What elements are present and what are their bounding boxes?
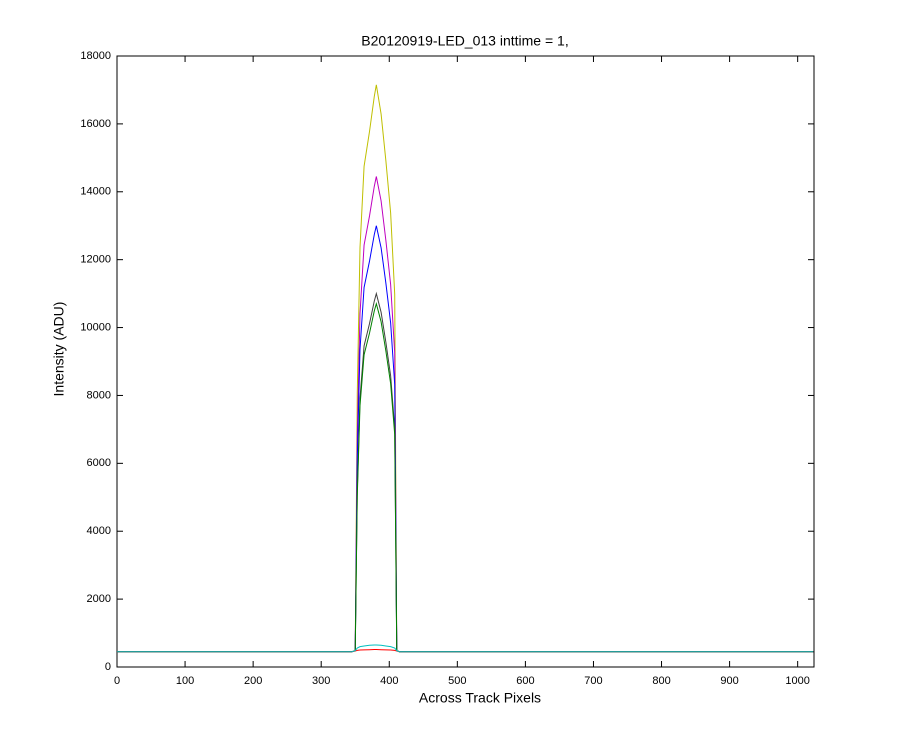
y-tick-label: 14000	[80, 186, 111, 198]
y-tick-label: 0	[105, 661, 111, 673]
y-tick-label: 6000	[87, 457, 111, 469]
y-tick-label: 4000	[87, 525, 111, 537]
x-tick-label: 500	[448, 675, 466, 687]
x-tick-label: 400	[380, 675, 398, 687]
x-tick-label: 300	[312, 675, 330, 687]
x-tick-label: 100	[176, 675, 194, 687]
plot-frame	[116, 55, 815, 668]
chart-title: B20120919-LED_013 inttime = 1,	[361, 33, 568, 49]
y-axis-label: Intensity (ADU)	[51, 302, 67, 397]
x-axis-label: Across Track Pixels	[419, 690, 541, 706]
x-tick-label: 0	[114, 675, 120, 687]
x-tick-label: 800	[652, 675, 670, 687]
x-tick-label: 200	[244, 675, 262, 687]
y-tick-label: 12000	[80, 254, 111, 266]
x-tick-label: 1000	[785, 675, 809, 687]
series-line	[117, 301, 814, 653]
x-tick-label: 600	[516, 675, 534, 687]
y-tick-label: 18000	[80, 50, 111, 62]
y-tick-label: 8000	[87, 389, 111, 401]
series-line	[117, 649, 814, 653]
y-tick-label: 16000	[80, 118, 111, 130]
y-tick-label: 2000	[87, 593, 111, 605]
x-tick-label: 700	[584, 675, 602, 687]
y-tick-label: 10000	[80, 321, 111, 333]
series-line	[117, 644, 814, 653]
x-tick-label: 900	[720, 675, 738, 687]
